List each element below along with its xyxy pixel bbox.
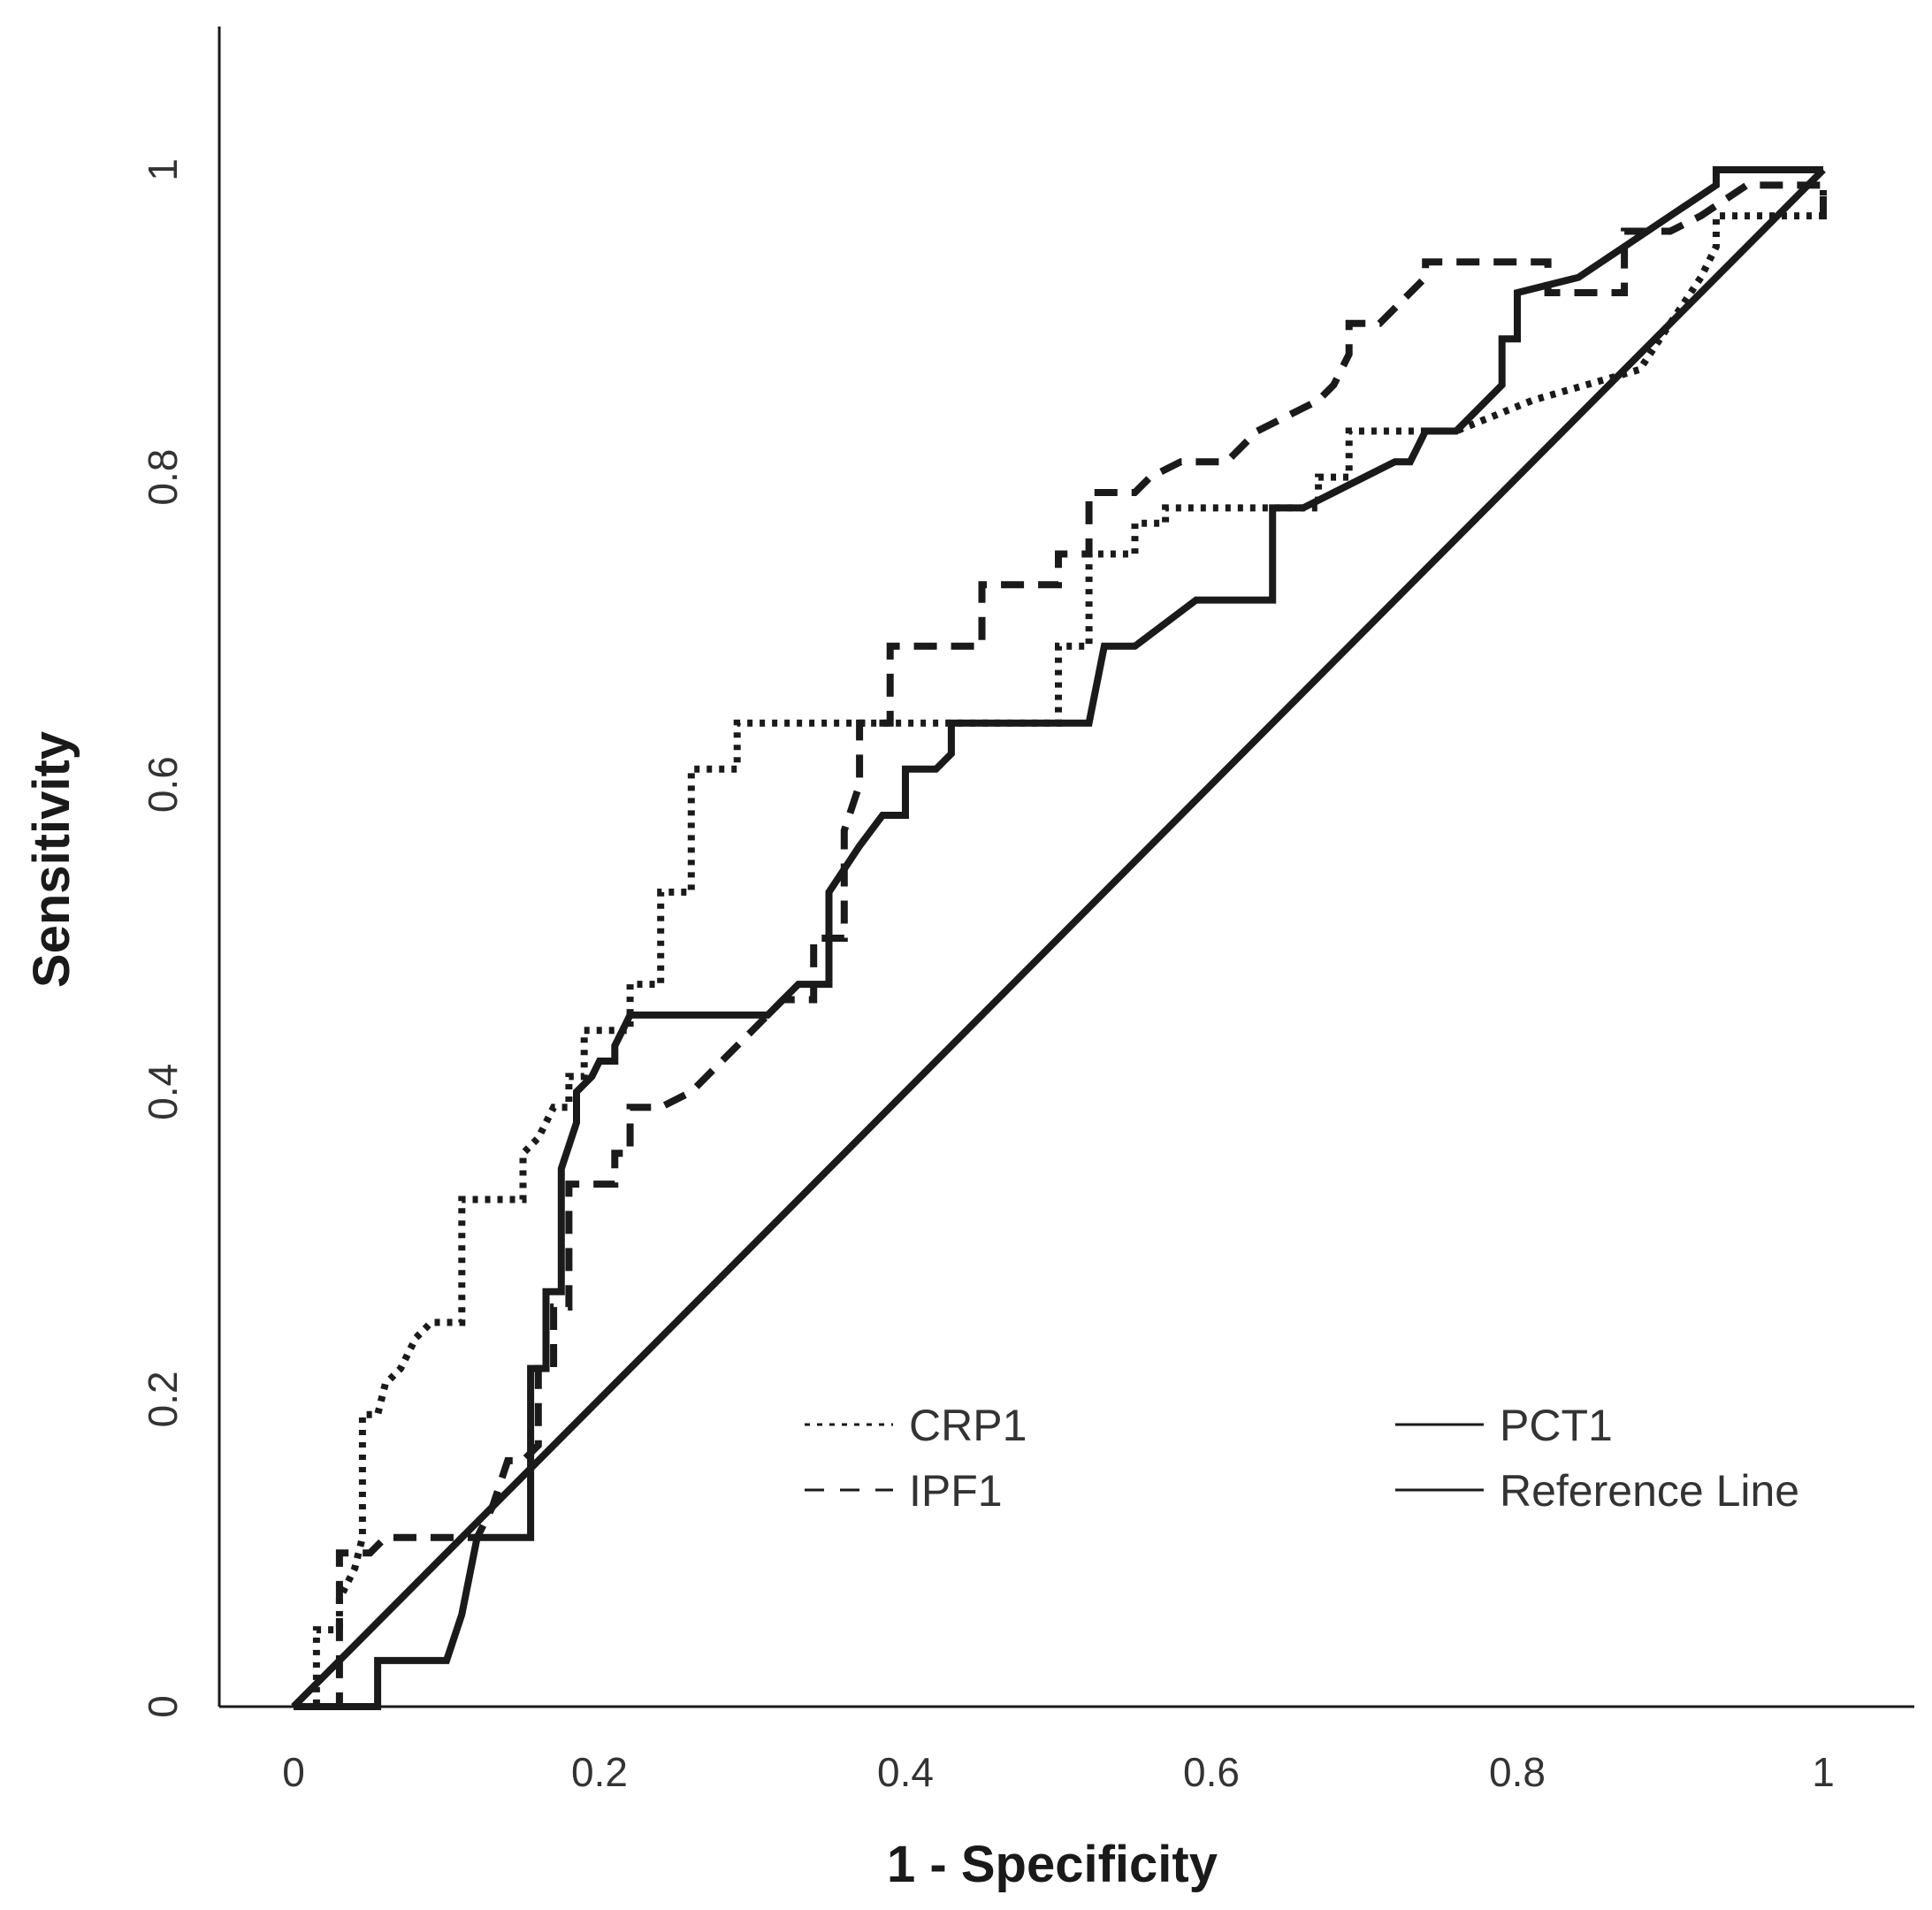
legend-label-crp1: CRP1 bbox=[909, 1401, 1027, 1450]
x-axis-title: 1 - Specificity bbox=[887, 1836, 1218, 1893]
x-tick-label: 0.6 bbox=[1183, 1749, 1240, 1795]
y-tick-label: 0.4 bbox=[140, 1064, 186, 1120]
legend: CRP1 IPF1 PCT1 Reference Line bbox=[805, 1401, 1799, 1516]
legend-label-ipf1: IPF1 bbox=[909, 1466, 1003, 1516]
legend-label-pct1: PCT1 bbox=[1500, 1401, 1613, 1450]
series-line-reference-line bbox=[291, 167, 1826, 1709]
axes bbox=[218, 27, 1914, 1708]
y-axis-title: Sensitivity bbox=[23, 731, 80, 988]
y-tick-label: 0.2 bbox=[140, 1371, 186, 1427]
series-layer bbox=[291, 166, 1827, 1710]
y-tick-label: 1 bbox=[140, 158, 186, 181]
y-tick-label: 0.6 bbox=[140, 756, 186, 813]
y-tick-label: 0.8 bbox=[140, 449, 186, 506]
y-tick-label: 0 bbox=[140, 1695, 186, 1718]
x-tick-label: 0 bbox=[282, 1749, 305, 1795]
x-tick-label: 0.4 bbox=[877, 1749, 934, 1795]
x-tick-label: 0.8 bbox=[1489, 1749, 1546, 1795]
y-tick-labels: 0 0.2 0.4 0.6 0.8 1 bbox=[140, 158, 186, 1718]
x-tick-label: 1 bbox=[1812, 1749, 1835, 1795]
series-line-pct1 bbox=[294, 166, 1823, 1710]
x-tick-labels: 0 0.2 0.4 0.6 0.8 1 bbox=[282, 1749, 1835, 1795]
legend-label-reference-line: Reference Line bbox=[1500, 1466, 1799, 1516]
x-tick-label: 0.2 bbox=[571, 1749, 628, 1795]
